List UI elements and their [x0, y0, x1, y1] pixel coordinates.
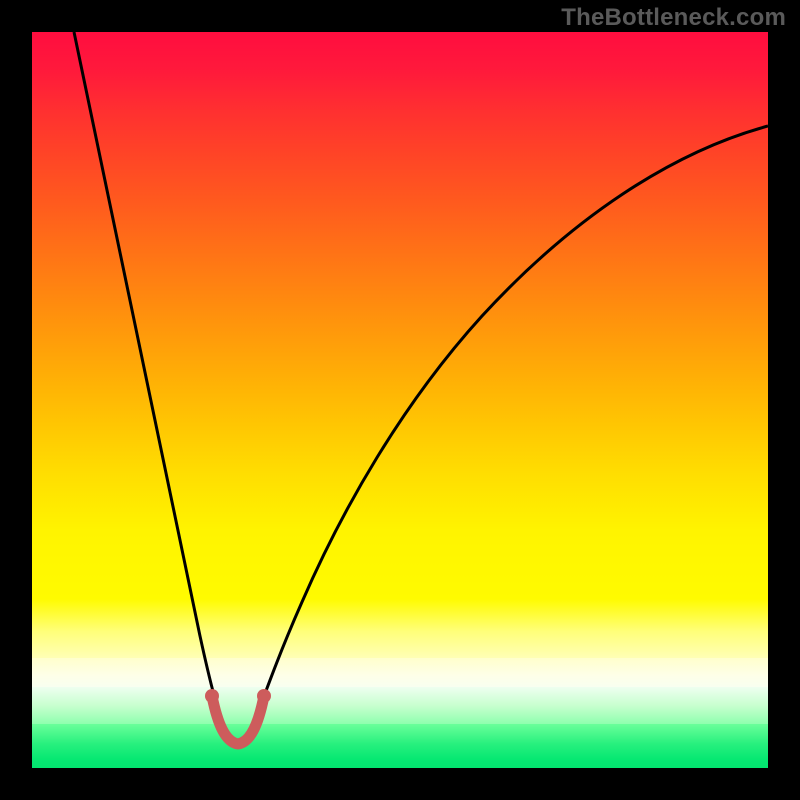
plot-area: [32, 32, 768, 768]
optimal-range-dot-right: [257, 689, 271, 703]
optimal-range-dot-left: [205, 689, 219, 703]
watermark-text: TheBottleneck.com: [561, 4, 786, 32]
chart-stage: TheBottleneck.com: [0, 0, 800, 800]
curve-layer: [32, 32, 768, 768]
bottleneck-curve-right: [250, 126, 768, 734]
optimal-range-marker: [212, 696, 264, 744]
bottleneck-curve-left: [74, 32, 226, 734]
